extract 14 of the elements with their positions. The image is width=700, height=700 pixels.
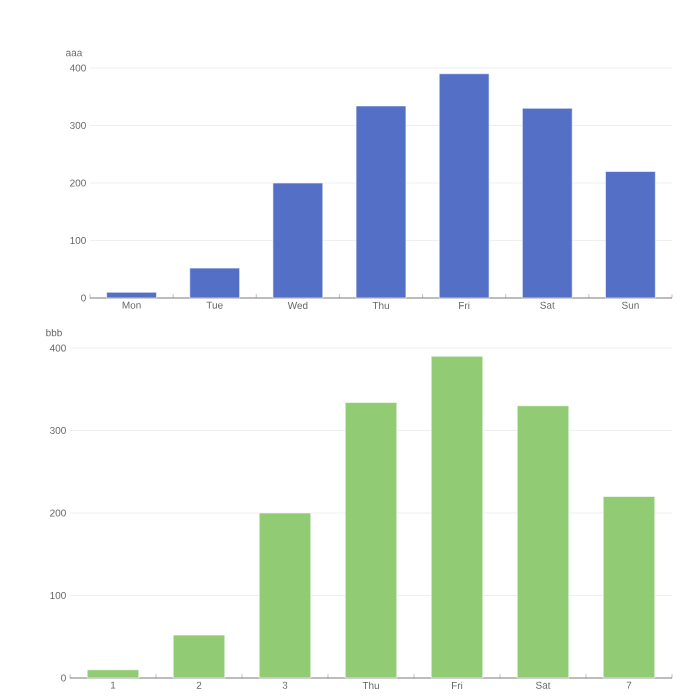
bar [106, 291, 157, 299]
bar [172, 634, 226, 679]
bar [605, 171, 656, 299]
bar [438, 73, 490, 299]
bar [272, 182, 324, 299]
bar [258, 512, 312, 679]
bar [355, 105, 407, 299]
bar [516, 405, 570, 679]
bar [86, 669, 140, 679]
bar [189, 267, 240, 299]
bar [344, 402, 398, 679]
bar [430, 355, 484, 679]
bar [602, 496, 656, 679]
bar [522, 107, 573, 299]
